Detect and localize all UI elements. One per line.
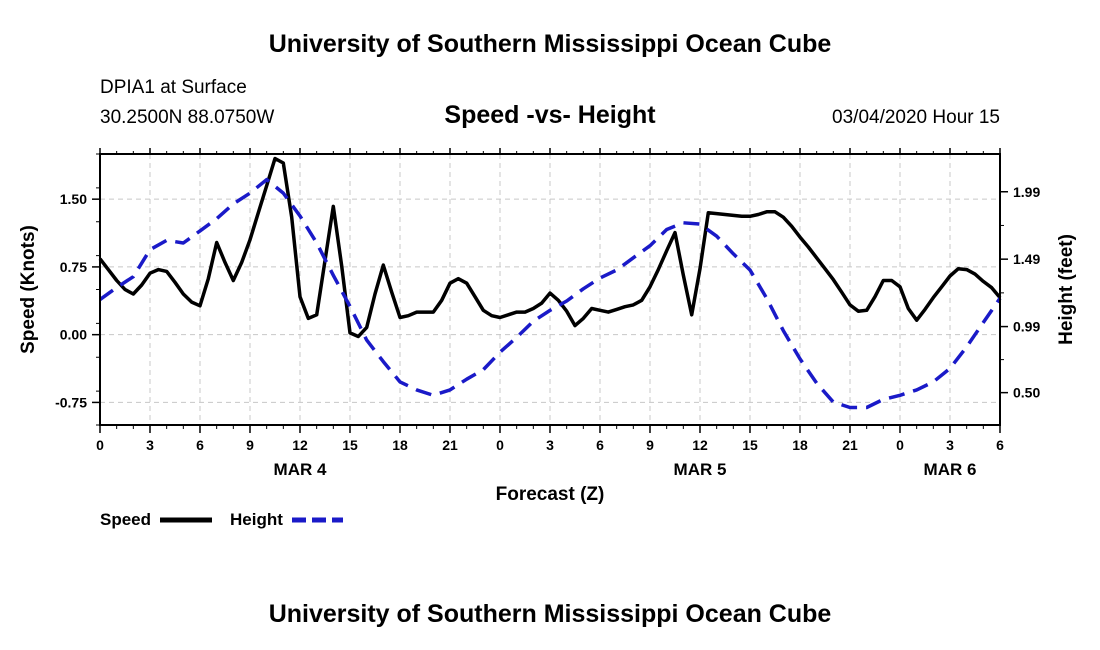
x-tick-label: 0: [96, 437, 104, 453]
x-tick-label: 3: [146, 437, 154, 453]
right-axis-title: Height (feet): [1056, 234, 1077, 345]
x-tick-label: 6: [996, 437, 1004, 453]
x-tick-label: 9: [646, 437, 654, 453]
left-tick-label: 0.75: [60, 259, 87, 275]
chart-subtitle: Speed -vs- Height: [444, 101, 656, 129]
left-tick-label: 1.50: [60, 191, 87, 207]
left-axis-title: Speed (Knots): [18, 225, 39, 354]
right-tick-label: 0.50: [1013, 385, 1040, 401]
height-series-line: [98, 177, 1002, 410]
x-tick-label: 0: [496, 437, 504, 453]
x-tick-label: 9: [246, 437, 254, 453]
left-tick-label: 0.00: [60, 327, 87, 343]
date-label: MAR 5: [674, 460, 727, 479]
x-tick-label: 6: [196, 437, 204, 453]
legend-height-label: Height: [230, 510, 283, 529]
x-tick-label: 12: [292, 437, 308, 453]
x-tick-label: 0: [896, 437, 904, 453]
gridlines: [100, 154, 1000, 425]
date-label: MAR 6: [924, 460, 977, 479]
x-tick-label: 15: [742, 437, 758, 453]
legend-speed-label: Speed: [100, 510, 151, 529]
x-axis-title: Forecast (Z): [496, 484, 605, 505]
forecast-datetime: 03/04/2020 Hour 15: [832, 107, 1000, 128]
axes: 0 3 6 9 12 15 18 21 0 3 6 9 12 15 18 21 0 3 6 MAR 4 MAR 5 MAR…: [55, 148, 1040, 479]
x-tick-label: 3: [546, 437, 554, 453]
speed-series-line: [98, 156, 1002, 339]
x-tick-label: 3: [946, 437, 954, 453]
x-tick-label: 12: [692, 437, 708, 453]
left-tick-label: -0.75: [55, 394, 87, 410]
right-tick-label: 1.49: [1013, 251, 1040, 267]
right-tick-label: 1.99: [1013, 184, 1040, 200]
x-tick-label: 6: [596, 437, 604, 453]
x-tick-label: 21: [842, 437, 858, 453]
station-coordinates: 30.2500N 88.0750W: [100, 107, 275, 128]
x-tick-label: 15: [342, 437, 358, 453]
plot-series: [98, 156, 1002, 410]
legend: Speed Height: [100, 510, 343, 529]
x-tick-label: 18: [392, 437, 408, 453]
bottom-title: University of Southern Mississippi Ocean…: [268, 600, 832, 628]
date-label: MAR 4: [274, 460, 327, 479]
top-title: University of Southern Mississippi Ocean…: [268, 30, 832, 58]
x-tick-label: 18: [792, 437, 808, 453]
station-name: DPIA1 at Surface: [100, 77, 247, 98]
x-tick-label: 21: [442, 437, 458, 453]
right-tick-label: 0.99: [1013, 319, 1040, 335]
